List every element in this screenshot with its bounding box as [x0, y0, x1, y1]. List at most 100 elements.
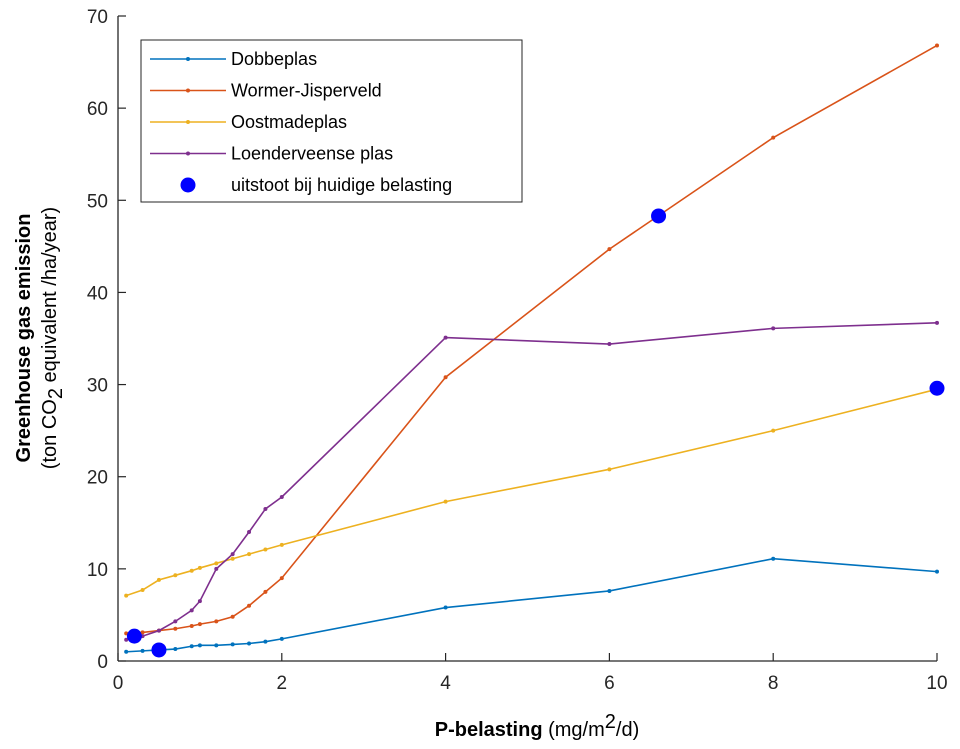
y-axis-title-pre: (ton CO: [39, 399, 61, 469]
data-point-dobbeplas: [214, 643, 219, 648]
data-point-loenderveense-plas: [443, 335, 448, 340]
data-point-dobbeplas: [607, 588, 612, 593]
data-point-oostmadeplas: [443, 499, 448, 504]
data-point-loenderveense-plas: [279, 494, 284, 499]
data-point-oostmadeplas: [607, 467, 612, 472]
data-point-loenderveense-plas: [771, 326, 776, 331]
data-point-oostmadeplas: [140, 588, 145, 593]
x-tick-label: 10: [926, 673, 947, 694]
data-point-dobbeplas: [189, 644, 194, 649]
legend-box: [140, 39, 523, 203]
y-axis-title-sub: 2: [45, 388, 67, 399]
data-point-dobbeplas: [247, 641, 252, 646]
data-point-dobbeplas: [771, 556, 776, 561]
y-axis-title-group: Greenhouse gas emission (ton CO2 equival…: [13, 207, 67, 469]
data-point-wormer-jisperveld: [935, 43, 939, 48]
data-point-loenderveense-plas: [156, 628, 161, 633]
legend-label: Oostmadeplas: [231, 112, 347, 132]
data-point-wormer-jisperveld: [263, 589, 268, 594]
y-axis-title-bold: Greenhouse gas emission: [13, 214, 35, 463]
data-point-wormer-jisperveld: [279, 576, 284, 581]
data-point-dobbeplas: [140, 648, 145, 653]
y-tick-label: 10: [87, 560, 108, 581]
data-point-loenderveense-plas: [247, 530, 252, 534]
data-point-wormer-jisperveld: [771, 135, 776, 140]
legend-label: Wormer-Jisperveld: [231, 81, 382, 101]
y-tick-label: 50: [87, 191, 108, 212]
series-line-oostmadeplas: [125, 388, 938, 597]
data-point-loenderveense-plas: [173, 619, 178, 624]
y-tick-label: 60: [87, 99, 108, 120]
data-point-dobbeplas: [263, 639, 268, 644]
data-point-dobbeplas: [935, 569, 939, 574]
data-point-oostmadeplas: [124, 593, 129, 598]
series-layer: [124, 43, 939, 654]
x-tick-label: 4: [440, 673, 451, 694]
data-point-dobbeplas: [230, 642, 235, 647]
legend: Dobbeplas Wormer-Jisperveld Oostmadeplas Lo…: [140, 39, 523, 203]
data-point-oostmadeplas: [156, 577, 161, 582]
data-point-wormer-jisperveld: [607, 247, 612, 252]
x-axis-title-sup: 2: [605, 711, 616, 733]
data-point-wormer-jisperveld: [173, 626, 178, 631]
current-load-marker: [929, 380, 945, 396]
data-point-loenderveense-plas: [935, 320, 939, 325]
y-tick-label: 20: [87, 468, 108, 489]
data-point-loenderveense-plas: [263, 506, 268, 511]
data-point-loenderveense-plas: [607, 342, 612, 347]
markers-layer: [126, 208, 945, 658]
y-axis-title: (ton CO2 equivalent /ha/year): [39, 207, 67, 469]
data-point-wormer-jisperveld: [230, 614, 235, 619]
data-point-wormer-jisperveld: [247, 603, 252, 608]
legend-marker-icon: [180, 177, 196, 193]
legend-label: Dobbeplas: [231, 49, 317, 69]
data-point-dobbeplas: [173, 647, 178, 652]
x-tick-label: 0: [113, 673, 124, 694]
x-tick-label: 6: [604, 673, 615, 694]
data-point-wormer-jisperveld: [140, 630, 145, 635]
data-point-dobbeplas: [443, 605, 448, 610]
y-tick-label: 70: [87, 7, 108, 28]
current-load-marker: [651, 208, 667, 224]
data-point-dobbeplas: [279, 636, 284, 641]
data-point-oostmadeplas: [247, 552, 252, 557]
x-tick-label: 2: [277, 673, 288, 694]
data-point-wormer-jisperveld: [443, 375, 448, 380]
data-point-oostmadeplas: [173, 573, 178, 578]
data-point-loenderveense-plas: [197, 599, 202, 604]
data-point-loenderveense-plas: [189, 608, 194, 613]
legend-label: uitstoot bij huidige belasting: [231, 175, 452, 195]
y-tick-label: 0: [97, 652, 108, 673]
y-axis-title-post: equivalent /ha/year): [39, 207, 61, 388]
data-point-oostmadeplas: [214, 561, 219, 566]
data-point-wormer-jisperveld: [214, 619, 219, 624]
legend-dot-icon: [186, 120, 190, 124]
y-tick-label: 40: [87, 283, 108, 304]
data-point-oostmadeplas: [263, 547, 268, 552]
data-point-dobbeplas: [197, 643, 202, 648]
y-tick-label: 30: [87, 376, 108, 397]
data-point-wormer-jisperveld: [189, 623, 194, 628]
data-point-oostmadeplas: [771, 428, 776, 433]
x-axis-title: P-belasting (mg/m2/d): [435, 711, 640, 741]
axes: 0 2 4 6 8 10 0 10 20 30 40 50 60 70: [87, 7, 948, 694]
x-axis-title-post: /d): [616, 719, 639, 741]
series-line-loenderveense-plas: [126, 322, 938, 641]
current-load-marker: [151, 642, 167, 658]
data-point-oostmadeplas: [230, 556, 235, 561]
x-tick-label: 8: [768, 673, 779, 694]
legend-dot-icon: [186, 88, 190, 93]
data-point-wormer-jisperveld: [197, 622, 202, 627]
legend-dot-icon: [186, 151, 190, 156]
x-axis-title-pre: (mg/m: [548, 719, 605, 741]
data-point-dobbeplas: [124, 649, 129, 654]
data-point-loenderveense-plas: [230, 552, 235, 557]
current-load-marker: [126, 628, 142, 644]
legend-label: Loenderveense plas: [231, 144, 393, 164]
x-axis-title-bold: P-belasting: [435, 719, 543, 741]
data-point-oostmadeplas: [279, 542, 284, 547]
legend-dot-icon: [186, 57, 190, 61]
data-point-loenderveense-plas: [214, 566, 219, 571]
data-point-loenderveense-plas: [124, 637, 129, 642]
